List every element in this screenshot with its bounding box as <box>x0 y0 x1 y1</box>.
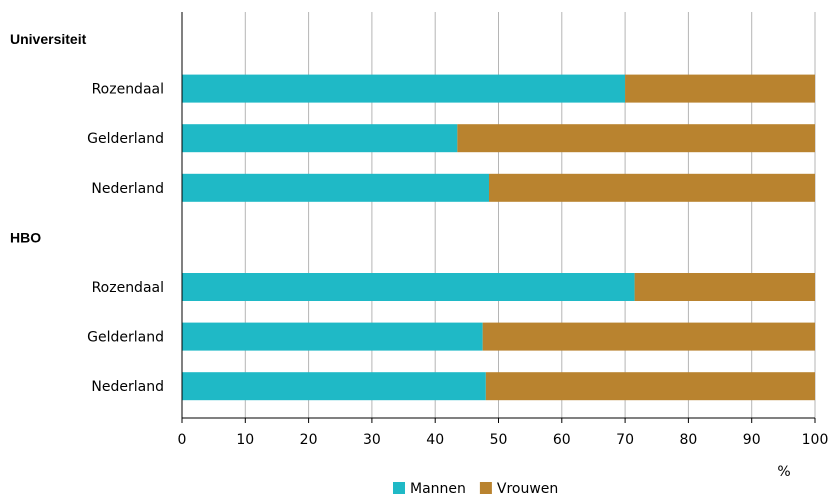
bar-vrouwen <box>457 124 815 153</box>
bar-mannen <box>182 372 486 401</box>
bar-vrouwen <box>625 74 815 103</box>
x-tick-label: 70 <box>616 432 634 448</box>
bar-mannen <box>182 124 458 153</box>
group-label-hbo: HBO <box>10 229 41 245</box>
x-tick-label: 100 <box>802 432 829 448</box>
x-tick-label: 40 <box>426 432 444 448</box>
category-label: Gelderland <box>87 131 164 147</box>
legend: Mannen Vrouwen <box>393 481 558 497</box>
category-label: Nederland <box>91 181 164 197</box>
x-tick-label: 50 <box>490 432 508 448</box>
x-axis: 0 10 20 30 40 50 60 70 80 90 100% <box>178 12 829 480</box>
x-tick-label: 80 <box>679 432 697 448</box>
bar-mannen <box>182 173 490 202</box>
category-label: Nederland <box>91 379 164 395</box>
x-tick-label: 30 <box>363 432 381 448</box>
x-tick-label: 20 <box>300 432 318 448</box>
category-label: Rozendaal <box>92 82 164 98</box>
group-label-universiteit: Universiteit <box>10 31 87 47</box>
x-tick-label: 90 <box>743 432 761 448</box>
bar-mannen <box>182 322 483 351</box>
bars <box>182 74 815 401</box>
bar-mannen <box>182 74 626 103</box>
bar-mannen <box>182 273 635 301</box>
x-tick-label: 0 <box>178 432 187 448</box>
x-unit-label: % <box>777 464 790 480</box>
bar-vrouwen <box>482 322 815 351</box>
x-tick-label: 10 <box>236 432 254 448</box>
bar-vrouwen <box>489 173 815 202</box>
bar-vrouwen <box>634 273 815 301</box>
legend-label-mannen: Mannen <box>410 481 466 497</box>
bar-vrouwen <box>485 372 815 401</box>
legend-swatch-mannen <box>393 482 405 494</box>
category-labels: Universiteit Rozendaal Gelderland Nederland… <box>10 31 164 395</box>
gridlines <box>244 12 816 418</box>
legend-label-vrouwen: Vrouwen <box>497 481 558 497</box>
legend-swatch-vrouwen <box>479 482 492 494</box>
x-tick-label: 60 <box>553 432 571 448</box>
category-label: Gelderland <box>87 330 164 346</box>
category-label: Rozendaal <box>92 280 164 296</box>
